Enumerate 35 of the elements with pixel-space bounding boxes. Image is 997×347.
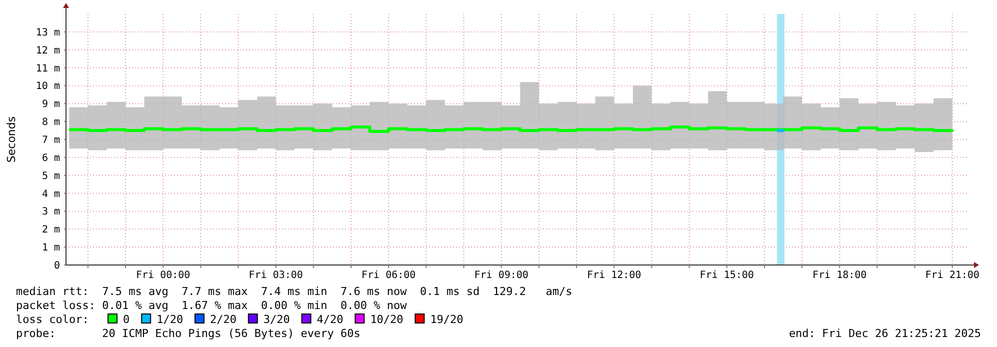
y-tick-label: 9 m bbox=[42, 99, 60, 110]
text: 4/20 bbox=[316, 313, 344, 326]
y-tick-label: 11 m bbox=[36, 63, 60, 74]
text: 2/20 bbox=[210, 313, 236, 326]
y-tick-label: 4 m bbox=[42, 188, 60, 200]
x-tick-label: Fri 06:00 bbox=[361, 270, 416, 281]
text: probe: 20 ICMP Echo Pings (56 Bytes) every 60s bbox=[16, 327, 360, 340]
text: 10/20 bbox=[370, 313, 404, 326]
y-tick-label: 8 m bbox=[42, 117, 60, 128]
y-axis-title: Seconds bbox=[5, 116, 18, 163]
legend-title: loss color: bbox=[16, 313, 89, 326]
text: end: Fri Dec 26 21:25:21 2025 bbox=[788, 327, 981, 340]
text: 19/20 bbox=[430, 313, 464, 326]
x-tick-label: Fri 03:00 bbox=[248, 270, 303, 281]
y-tick-label: 5 m bbox=[42, 170, 60, 182]
x-tick-label: Fri 12:00 bbox=[586, 270, 642, 281]
y-tick-label: 10 m bbox=[36, 81, 60, 92]
x-tick-label: Fri 00:00 bbox=[136, 270, 190, 281]
y-tick-label: 2 m bbox=[42, 224, 60, 236]
y-tick-label: 0 bbox=[54, 260, 60, 272]
y-tick-label: 1 m bbox=[42, 242, 60, 254]
legend-label: 1/20 bbox=[156, 313, 184, 326]
x-tick-label: Fri 21:00 bbox=[925, 270, 980, 281]
text: 3/20 bbox=[263, 313, 290, 326]
y-tick-label: 7 m bbox=[42, 135, 60, 146]
text: packet loss: 0.01 % avg 1.67 % max 0.00 % min 0.00 % now bbox=[16, 299, 408, 312]
y-tick-label: 6 m bbox=[42, 152, 60, 164]
y-tick-label: 3 m bbox=[42, 206, 60, 218]
x-tick-label: Fri 09:00 bbox=[474, 270, 528, 281]
y-tick-label: 13 m bbox=[36, 27, 60, 38]
text: median rtt: 7.5 ms avg 7.7 ms max 7.4 ms min 7.6 ms now 0.1 ms sd 129.2 am/s bbox=[16, 285, 572, 298]
x-tick-label: Fri 18:00 bbox=[812, 270, 867, 281]
legend-label: 0 bbox=[123, 313, 130, 326]
x-tick-label: Fri 15:00 bbox=[700, 270, 754, 281]
y-tick-label: 12 m bbox=[36, 45, 60, 56]
